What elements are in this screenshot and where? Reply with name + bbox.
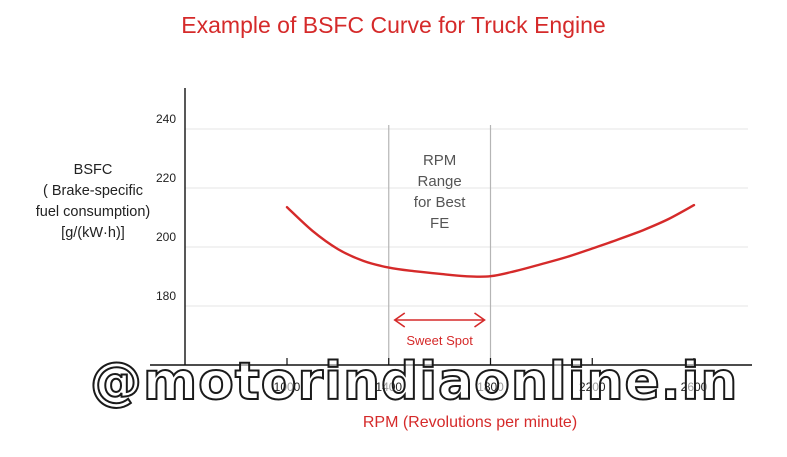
y-tick-label: 200 [156, 230, 176, 244]
range-label-line: Range [418, 173, 462, 190]
series-layer [285, 203, 696, 278]
sweet-spot-label: Sweet Spot [406, 333, 473, 348]
y-tick-label: 240 [156, 112, 176, 126]
y-axis-label-line: BSFC [73, 162, 113, 178]
x-axis-label: RPM (Revolutions per minute) [362, 414, 578, 431]
range-label-line: FE [430, 215, 449, 232]
watermark: @motorindiaonline.in [89, 351, 739, 413]
x-tick-label: 2600 [681, 380, 708, 394]
bsfc-curve [285, 203, 696, 278]
x-tick-label: 1800 [477, 380, 504, 394]
x-tick-label: 1400 [375, 380, 402, 394]
y-tick-label: 220 [156, 171, 176, 185]
y-axis-label-line: fuel consumption) [35, 204, 151, 220]
x-tick-label: 1000 [274, 380, 301, 394]
axes [150, 88, 752, 366]
sweet-spot-band [388, 125, 492, 365]
arrow-left-head [393, 312, 406, 328]
grid-layer [185, 128, 748, 307]
y-tick-label: 180 [156, 289, 176, 303]
chart-title: Example of BSFC Curve for Truck Engine [181, 12, 606, 38]
x-tick-label: 2200 [579, 380, 606, 394]
range-label-line: RPM [423, 152, 456, 169]
chart-labels: 180 200 220 240 RPM Range for Best FE 1000 1400 18… [156, 112, 708, 394]
arrow-right-head [474, 312, 486, 328]
y-axis-label-line: ( Brake-specific [43, 183, 143, 199]
y-axis-label-line: [g/(kW·h)] [61, 225, 125, 241]
y-axis-label: BSFC ( Brake-specific fuel consumption) … [18, 160, 168, 244]
range-label-line: for Best [414, 194, 467, 211]
